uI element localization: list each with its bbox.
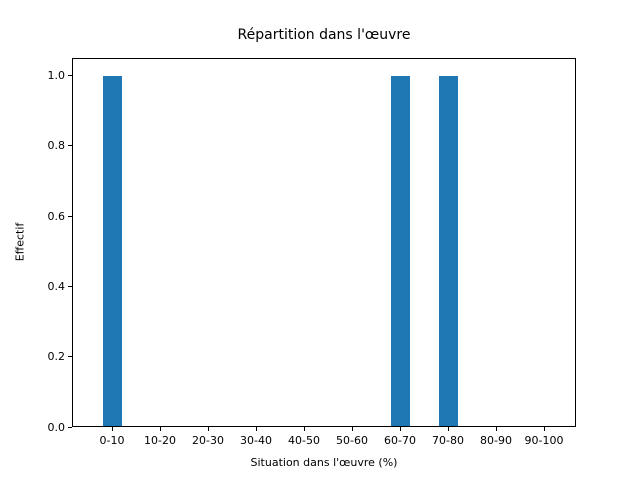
y-tick-mark xyxy=(68,285,72,287)
x-tick-mark xyxy=(495,427,497,431)
x-tick-mark xyxy=(399,427,401,431)
x-tick-mark xyxy=(447,427,449,431)
x-tick-mark xyxy=(543,427,545,431)
y-axis-label: Effectif xyxy=(13,222,27,262)
x-tick-label: 20-30 xyxy=(192,434,224,447)
bar-0-10 xyxy=(102,75,122,426)
bar-70-80 xyxy=(438,75,458,426)
x-tick-label: 80-90 xyxy=(480,434,512,447)
y-tick-label: 1.0 xyxy=(47,69,66,83)
x-tick-label: 40-50 xyxy=(288,434,320,447)
x-tick-label: 0-10 xyxy=(99,434,125,447)
y-tick-mark xyxy=(68,426,72,428)
x-tick-mark xyxy=(255,427,257,431)
x-tick-mark xyxy=(111,427,113,431)
x-tick-mark xyxy=(351,427,353,431)
y-tick-label: 0.8 xyxy=(47,139,66,153)
x-tick-label: 70-80 xyxy=(432,434,464,447)
y-tick-mark xyxy=(68,75,72,77)
x-tick-mark xyxy=(303,427,305,431)
x-tick-label: 90-100 xyxy=(524,434,564,447)
y-tick-mark xyxy=(68,145,72,147)
y-tick-label: 0.4 xyxy=(47,279,66,293)
y-tick-mark xyxy=(68,356,72,358)
bar-60-70 xyxy=(390,75,410,426)
x-tick-mark xyxy=(159,427,161,431)
x-axis-label: Situation dans l'œuvre (%) xyxy=(250,456,398,469)
plot-area xyxy=(72,58,576,427)
y-tick-label: 0.6 xyxy=(47,209,66,223)
x-tick-label: 10-20 xyxy=(144,434,176,447)
y-tick-label: 0.2 xyxy=(47,350,66,364)
y-tick-mark xyxy=(68,215,72,217)
x-tick-label: 60-70 xyxy=(384,434,416,447)
x-tick-label: 30-40 xyxy=(240,434,272,447)
x-tick-mark xyxy=(207,427,209,431)
x-tick-label: 50-60 xyxy=(336,434,368,447)
y-tick-label: 0.0 xyxy=(47,420,66,434)
chart-title: Répartition dans l'œuvre xyxy=(237,27,411,43)
